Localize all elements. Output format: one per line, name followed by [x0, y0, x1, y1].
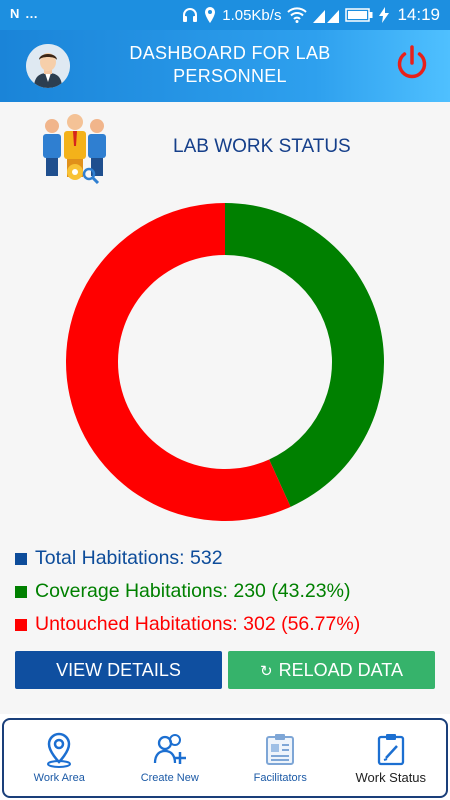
legend-text: Untouched Habitations: 302 (56.77%) — [35, 613, 361, 635]
status-bar: N … 1.05Kb/s 14:19 — [0, 0, 450, 30]
nav-label-work-status: Work Status — [355, 770, 427, 785]
status-time: 14:19 — [397, 5, 440, 24]
donut-slice-untouched-habitations — [66, 203, 291, 521]
status-left-text: N … — [10, 6, 39, 21]
reload-icon: ↻ — [260, 663, 273, 680]
legend-row: Untouched Habitations: 302 (56.77%) — [15, 608, 445, 641]
wifi-icon — [287, 7, 308, 23]
add-user-icon — [153, 734, 186, 764]
location-icon — [205, 7, 216, 23]
nav-work-area[interactable]: Work Area — [4, 720, 115, 796]
reload-data-label: RELOAD DATA — [278, 660, 403, 680]
donut-chart — [66, 203, 384, 521]
clipboard-icon — [377, 734, 404, 766]
dashboard-content: LAB WORK STATUS Total Habitations: 532 Co… — [0, 102, 450, 714]
legend-swatch — [15, 585, 27, 598]
battery-icon — [345, 8, 373, 22]
section-title: LAB WORK STATUS — [173, 136, 351, 157]
user-avatar-icon — [26, 44, 70, 88]
nav-label-create-new: Create New — [140, 772, 199, 784]
legend-text: Coverage Habitations: 230 (43.23%) — [35, 580, 351, 602]
reload-data-button[interactable]: ↻ RELOAD DATA — [228, 651, 435, 689]
chart-legend: Total Habitations: 532 Coverage Habitatio… — [15, 542, 445, 641]
view-details-label: VIEW DETAILS — [56, 660, 181, 680]
bottom-nav: Work Area Create New Facilitators — [2, 718, 448, 798]
legend-swatch — [15, 552, 27, 565]
logout-button[interactable] — [394, 44, 430, 84]
donut-slice-coverage-habitations — [225, 203, 384, 507]
nav-work-status[interactable]: Work Status — [336, 720, 447, 796]
power-icon — [397, 45, 427, 79]
legend-swatch — [15, 618, 27, 631]
nav-label-work-area: Work Area — [33, 772, 85, 784]
signal-icon — [313, 10, 340, 23]
charging-icon — [379, 7, 390, 23]
nav-facilitators[interactable]: Facilitators — [225, 720, 336, 796]
nav-create-new[interactable]: Create New — [115, 720, 226, 796]
location-pin-icon — [47, 732, 72, 768]
nav-label-facilitators: Facilitators — [253, 772, 307, 784]
view-details-button[interactable]: VIEW DETAILS — [15, 651, 222, 689]
team-icon — [40, 112, 110, 185]
legend-row: Total Habitations: 532 — [15, 542, 445, 575]
headphones-icon — [183, 8, 198, 22]
network-speed: 1.05Kb/s — [222, 6, 282, 24]
app-header: DASHBOARD FOR LAB PERSONNEL — [0, 30, 450, 102]
id-card-icon — [266, 734, 295, 765]
avatar[interactable] — [26, 44, 70, 88]
legend-row: Coverage Habitations: 230 (43.23%) — [15, 575, 445, 608]
legend-text: Total Habitations: 532 — [35, 547, 223, 569]
header-title: DASHBOARD FOR LAB PERSONNEL — [129, 43, 331, 86]
